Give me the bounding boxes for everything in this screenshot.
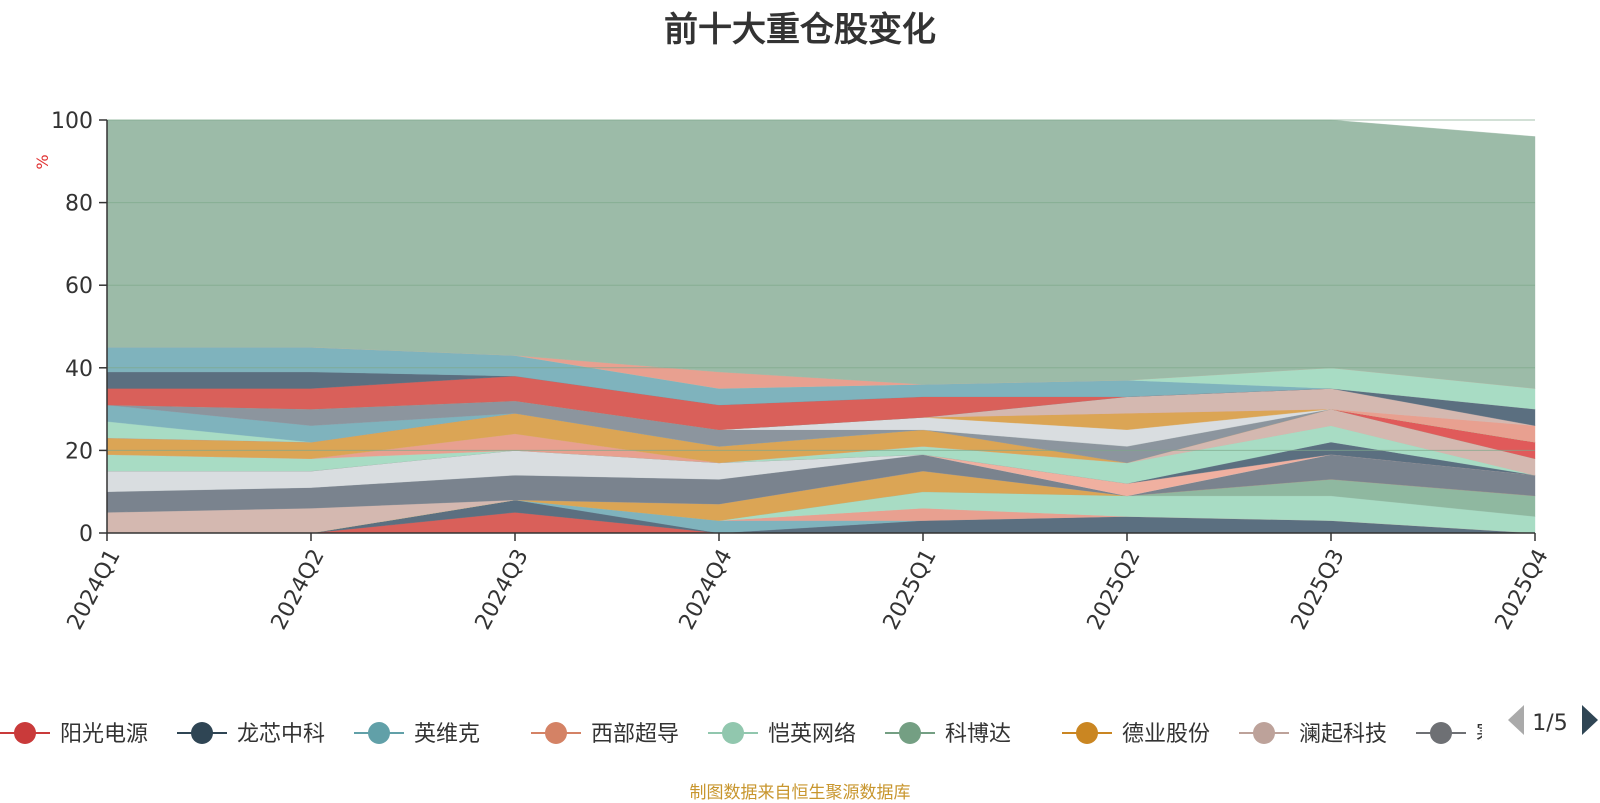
x-tick-label: 2024Q2 — [267, 545, 330, 634]
legend-circle-icon — [368, 722, 390, 744]
y-tick-label: 0 — [79, 522, 93, 547]
legend-item[interactable]: 澜起科技 — [1239, 722, 1387, 747]
legend-prev-arrow-icon[interactable] — [1508, 705, 1524, 735]
legend-item[interactable]: 恺英网络 — [708, 722, 856, 747]
source-note: 制图数据来自恒生聚源数据库 — [689, 783, 911, 803]
legend-item[interactable]: 龙芯中科 — [177, 722, 325, 747]
legend-label: 恺英网络 — [768, 722, 856, 747]
legend-circle-icon — [545, 722, 567, 744]
x-tick-label: 2025Q2 — [1083, 545, 1146, 634]
y-tick-label: 60 — [65, 274, 93, 299]
legend[interactable]: 阳光电源 龙芯中科 英维克 西部超导 恺英网络 科博达 德业股份 澜起科技 寒武纪 — [0, 722, 1542, 747]
x-tick-label: 2024Q1 — [63, 545, 126, 634]
legend-label: 德业股份 — [1122, 722, 1210, 747]
x-tick-label: 2024Q4 — [675, 545, 738, 634]
legend-label: 科博达 — [945, 722, 1011, 747]
gridlines — [107, 119, 1535, 451]
legend-label: 寒武纪 — [1476, 722, 1542, 747]
legend-item[interactable]: 英维克 — [354, 722, 480, 747]
x-tick-label: 2025Q1 — [879, 545, 942, 634]
legend-circle-icon — [191, 722, 213, 744]
legend-label: 澜起科技 — [1299, 722, 1387, 747]
y-axis-unit-label: % — [33, 154, 52, 169]
y-tick-label: 100 — [51, 109, 93, 134]
x-tick-label: 2024Q3 — [471, 545, 534, 634]
y-tick-label: 80 — [65, 192, 93, 217]
x-tick-label: 2025Q3 — [1287, 545, 1350, 634]
legend-circle-icon — [14, 722, 36, 744]
legend-circle-icon — [1430, 722, 1452, 744]
legend-page-indicator: 1/5 — [1532, 711, 1567, 736]
legend-label: 西部超导 — [591, 722, 679, 747]
area-series-group — [106, 119, 1536, 534]
y-tick-label: 40 — [65, 357, 93, 382]
legend-circle-icon — [722, 722, 744, 744]
legend-circle-icon — [1253, 722, 1275, 744]
chart-title: 前十大重仓股变化 — [664, 10, 936, 50]
x-tick-label: 2025Q4 — [1491, 545, 1554, 634]
legend-label: 英维克 — [414, 722, 480, 747]
legend-label: 龙芯中科 — [237, 722, 325, 747]
legend-next-arrow-icon[interactable] — [1582, 705, 1598, 735]
legend-circle-icon — [899, 722, 921, 744]
y-tick-label: 20 — [65, 439, 93, 464]
legend-circle-icon — [1076, 722, 1098, 744]
legend-item[interactable]: 科博达 — [885, 722, 1011, 747]
legend-item[interactable]: 德业股份 — [1062, 722, 1210, 747]
legend-label: 阳光电源 — [60, 722, 148, 747]
legend-item[interactable]: 西部超导 — [531, 722, 679, 747]
legend-item[interactable]: 阳光电源 — [0, 722, 148, 747]
legend-item[interactable]: 寒武纪 — [1416, 722, 1542, 747]
legend-pager: 1/5 — [1508, 705, 1598, 736]
